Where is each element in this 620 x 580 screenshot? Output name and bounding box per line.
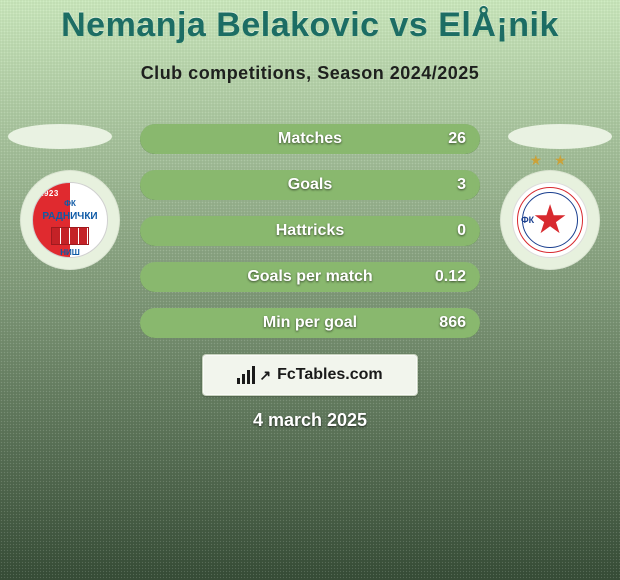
left-team-crest: 1923 ФК РАДНИЧКИ НИШ — [20, 170, 120, 270]
page-title: Nemanja Belakovic vs ElÅ¡nik — [0, 0, 620, 45]
stat-value-right: 26 — [448, 130, 466, 148]
date-label: 4 march 2025 — [0, 410, 620, 431]
stat-row: Min per goal 866 — [140, 308, 480, 338]
stat-row: Goals per match 0.12 — [140, 262, 480, 292]
left-oval-decor — [8, 124, 112, 149]
stat-value-right: 866 — [439, 314, 466, 332]
right-team-crest: ★ ★ ФК ★ — [500, 170, 600, 270]
right-oval-decor — [508, 124, 612, 149]
fctables-arrow-icon: ↗ — [259, 367, 271, 384]
stat-value-right: 0 — [457, 222, 466, 240]
stat-row: Matches 26 — [140, 124, 480, 154]
stat-row: Hattricks 0 — [140, 216, 480, 246]
left-crest-line2: РАДНИЧКИ — [33, 211, 107, 222]
right-team-crest-inner: ФК ★ — [512, 182, 588, 258]
left-crest-castle-icon — [51, 227, 89, 245]
stat-label: Goals — [288, 176, 332, 194]
left-crest-line1: ФК — [33, 199, 107, 208]
right-crest-gold-stars-icon: ★ ★ — [500, 152, 600, 169]
right-crest-star-icon: ★ — [532, 200, 568, 240]
stat-value-right: 3 — [457, 176, 466, 194]
fctables-badge[interactable]: ↗ FcTables.com — [202, 354, 418, 396]
stat-value-right: 0.12 — [435, 268, 466, 286]
fctables-brand-label: FcTables.com — [277, 366, 383, 384]
stat-row: Goals 3 — [140, 170, 480, 200]
stat-label: Matches — [278, 130, 342, 148]
left-team-crest-inner: 1923 ФК РАДНИЧКИ НИШ — [32, 182, 108, 258]
left-crest-city: НИШ — [33, 248, 107, 257]
left-crest-year: 1923 — [39, 189, 59, 198]
fctables-bars-icon — [237, 366, 255, 384]
stats-list: Matches 26 Goals 3 Hattricks 0 Goals per match… — [140, 124, 480, 354]
stat-label: Hattricks — [276, 222, 344, 240]
stat-label: Goals per match — [247, 268, 372, 286]
subtitle: Club competitions, Season 2024/2025 — [0, 63, 620, 84]
stat-label: Min per goal — [263, 314, 357, 332]
